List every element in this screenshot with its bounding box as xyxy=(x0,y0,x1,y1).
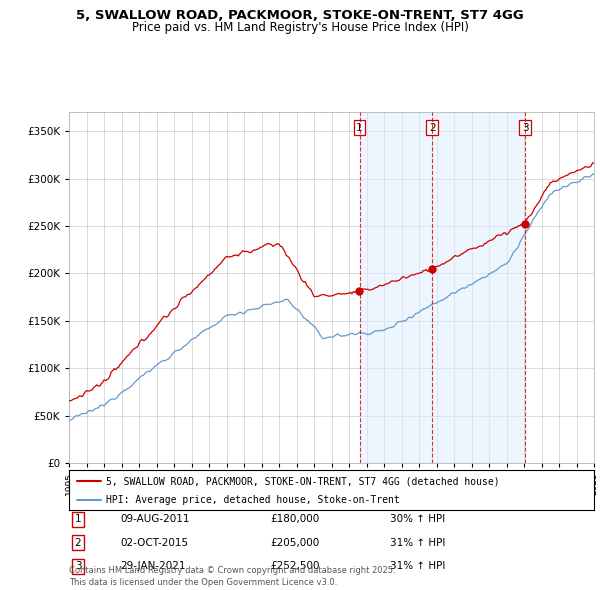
Text: 3: 3 xyxy=(522,123,529,133)
Bar xyxy=(359,112,526,463)
Text: 09-AUG-2011: 09-AUG-2011 xyxy=(120,514,190,524)
Text: £252,500: £252,500 xyxy=(270,562,320,571)
Text: 2: 2 xyxy=(429,123,436,133)
Text: 3: 3 xyxy=(74,562,82,571)
Text: 29-JAN-2021: 29-JAN-2021 xyxy=(120,562,185,571)
Text: 30% ↑ HPI: 30% ↑ HPI xyxy=(390,514,445,524)
Text: 5, SWALLOW ROAD, PACKMOOR, STOKE-ON-TRENT, ST7 4GG: 5, SWALLOW ROAD, PACKMOOR, STOKE-ON-TREN… xyxy=(76,9,524,22)
Text: 2: 2 xyxy=(74,538,82,548)
Text: 31% ↑ HPI: 31% ↑ HPI xyxy=(390,562,445,571)
Text: 31% ↑ HPI: 31% ↑ HPI xyxy=(390,538,445,548)
Text: Contains HM Land Registry data © Crown copyright and database right 2025.
This d: Contains HM Land Registry data © Crown c… xyxy=(69,566,395,587)
Text: 1: 1 xyxy=(356,123,363,133)
Text: 5, SWALLOW ROAD, PACKMOOR, STOKE-ON-TRENT, ST7 4GG (detached house): 5, SWALLOW ROAD, PACKMOOR, STOKE-ON-TREN… xyxy=(106,476,499,486)
Text: HPI: Average price, detached house, Stoke-on-Trent: HPI: Average price, detached house, Stok… xyxy=(106,494,400,504)
Text: Price paid vs. HM Land Registry's House Price Index (HPI): Price paid vs. HM Land Registry's House … xyxy=(131,21,469,34)
Text: £205,000: £205,000 xyxy=(270,538,319,548)
Text: 02-OCT-2015: 02-OCT-2015 xyxy=(120,538,188,548)
Text: £180,000: £180,000 xyxy=(270,514,319,524)
Text: 1: 1 xyxy=(74,514,82,524)
